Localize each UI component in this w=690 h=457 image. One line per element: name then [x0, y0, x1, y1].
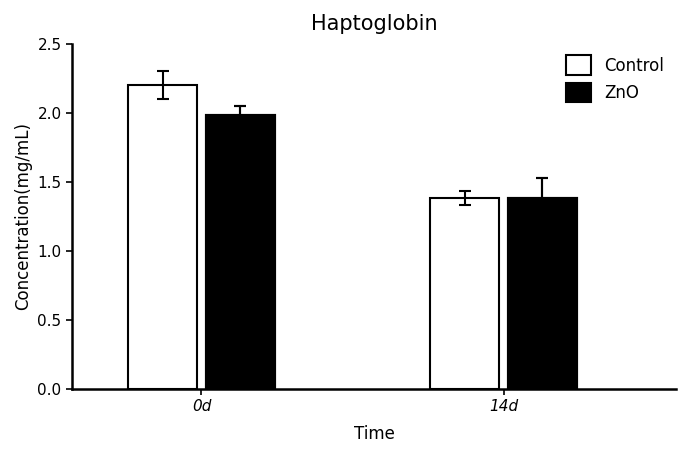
- Legend: Control, ZnO: Control, ZnO: [560, 49, 671, 109]
- Bar: [206, 116, 275, 388]
- X-axis label: Time: Time: [353, 425, 395, 443]
- Bar: [206, 116, 275, 388]
- Bar: [508, 198, 577, 388]
- Bar: [128, 85, 197, 388]
- Y-axis label: Concentration(mg/mL): Concentration(mg/mL): [14, 122, 32, 310]
- Bar: [430, 198, 499, 388]
- Title: Haptoglobin: Haptoglobin: [310, 14, 437, 34]
- Bar: [508, 198, 577, 388]
